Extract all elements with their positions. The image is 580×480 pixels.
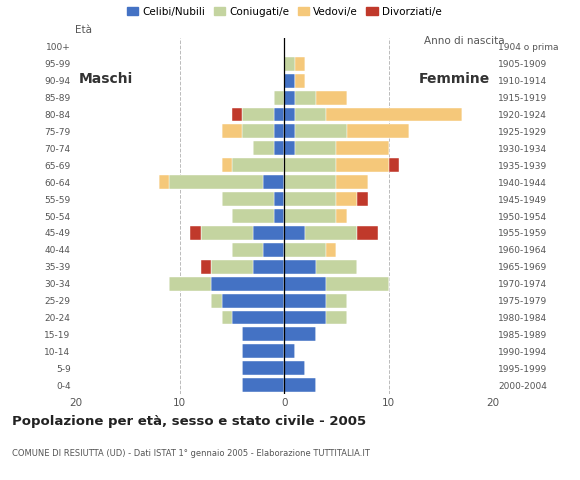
Legend: Celibi/Nubili, Coniugati/e, Vedovi/e, Divorziati/e: Celibi/Nubili, Coniugati/e, Vedovi/e, Di…: [122, 3, 446, 21]
Bar: [284, 142, 295, 155]
Bar: [347, 124, 409, 138]
Bar: [284, 108, 295, 121]
Bar: [295, 91, 316, 105]
Bar: [326, 243, 336, 257]
Bar: [284, 209, 336, 223]
Bar: [263, 175, 284, 189]
Bar: [284, 260, 316, 274]
Bar: [295, 108, 326, 121]
Bar: [284, 57, 295, 71]
Bar: [169, 277, 211, 290]
Bar: [357, 226, 378, 240]
Bar: [284, 243, 326, 257]
Bar: [305, 226, 357, 240]
Bar: [274, 142, 284, 155]
Bar: [284, 91, 295, 105]
Bar: [326, 277, 389, 290]
Bar: [232, 311, 284, 324]
Bar: [222, 192, 274, 206]
Bar: [336, 175, 368, 189]
Bar: [284, 277, 326, 290]
Bar: [201, 226, 253, 240]
Bar: [284, 124, 295, 138]
Bar: [274, 209, 284, 223]
Bar: [326, 311, 347, 324]
Bar: [284, 311, 326, 324]
Bar: [295, 57, 305, 71]
Text: Anno di nascita: Anno di nascita: [424, 36, 505, 46]
Bar: [389, 158, 399, 172]
Bar: [211, 294, 222, 308]
Bar: [284, 378, 316, 392]
Bar: [284, 74, 295, 88]
Bar: [159, 175, 169, 189]
Bar: [222, 311, 232, 324]
Bar: [253, 260, 284, 274]
Bar: [222, 124, 242, 138]
Text: Popolazione per età, sesso e stato civile - 2005: Popolazione per età, sesso e stato civil…: [12, 415, 366, 428]
Bar: [284, 327, 316, 341]
Text: COMUNE DI RESIUTTA (UD) - Dati ISTAT 1° gennaio 2005 - Elaborazione TUTTITALIA.I: COMUNE DI RESIUTTA (UD) - Dati ISTAT 1° …: [12, 449, 369, 458]
Bar: [284, 294, 326, 308]
Bar: [232, 209, 274, 223]
Bar: [295, 74, 305, 88]
Bar: [263, 243, 284, 257]
Bar: [242, 361, 284, 375]
Bar: [274, 91, 284, 105]
Bar: [316, 91, 347, 105]
Bar: [274, 192, 284, 206]
Bar: [222, 158, 232, 172]
Bar: [336, 158, 389, 172]
Bar: [284, 192, 336, 206]
Bar: [242, 327, 284, 341]
Bar: [253, 226, 284, 240]
Bar: [190, 226, 201, 240]
Text: Femmine: Femmine: [419, 72, 490, 86]
Bar: [169, 175, 263, 189]
Bar: [211, 260, 253, 274]
Text: Età: Età: [75, 25, 92, 35]
Bar: [357, 192, 368, 206]
Bar: [336, 142, 389, 155]
Bar: [242, 344, 284, 358]
Bar: [284, 344, 295, 358]
Bar: [242, 108, 274, 121]
Bar: [222, 294, 284, 308]
Bar: [232, 243, 263, 257]
Bar: [242, 124, 274, 138]
Bar: [316, 260, 357, 274]
Bar: [242, 378, 284, 392]
Bar: [232, 158, 284, 172]
Bar: [295, 124, 347, 138]
Bar: [326, 294, 347, 308]
Bar: [284, 175, 336, 189]
Text: Maschi: Maschi: [78, 72, 133, 86]
Bar: [326, 108, 462, 121]
Bar: [336, 192, 357, 206]
Bar: [253, 142, 274, 155]
Bar: [284, 361, 305, 375]
Bar: [274, 108, 284, 121]
Bar: [284, 226, 305, 240]
Bar: [295, 142, 336, 155]
Bar: [201, 260, 211, 274]
Bar: [274, 124, 284, 138]
Bar: [232, 108, 242, 121]
Bar: [211, 277, 284, 290]
Bar: [336, 209, 347, 223]
Bar: [284, 158, 336, 172]
